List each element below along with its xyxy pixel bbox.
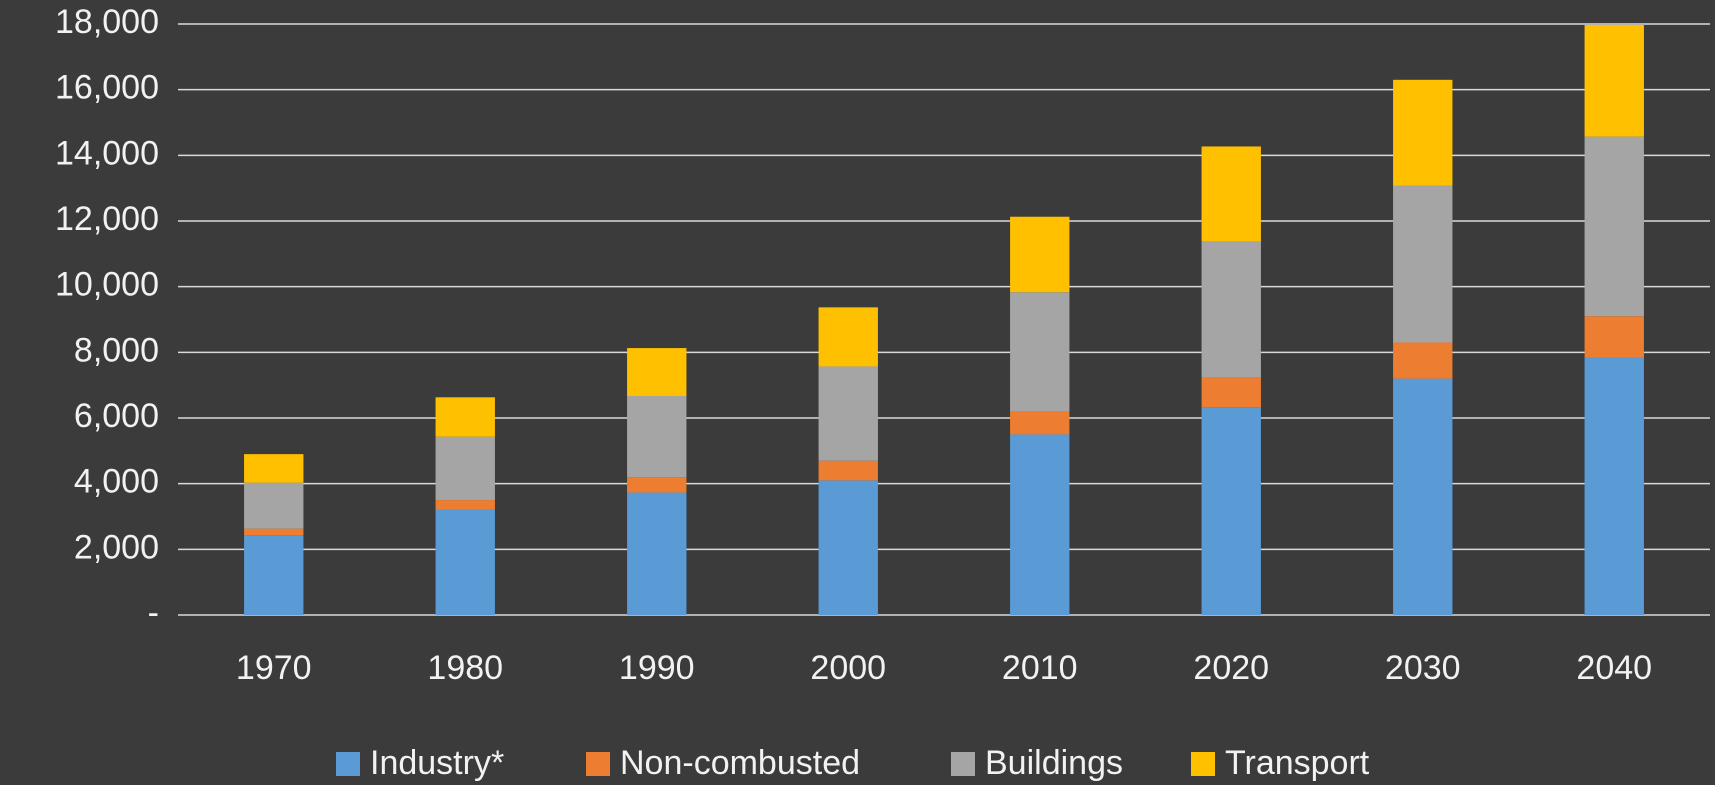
bar-segment [1010, 292, 1070, 412]
legend-swatch [586, 752, 610, 776]
bar-segment [435, 397, 495, 437]
bar-segment [244, 482, 304, 529]
y-tick-label: 10,000 [55, 266, 159, 304]
x-tick-label: 2040 [1576, 649, 1652, 687]
bar-segment [1201, 241, 1261, 378]
x-tick-label: 1980 [427, 649, 503, 687]
bar-segment [435, 509, 495, 615]
legend-label: Non-combusted [620, 744, 860, 782]
bar-segment [1393, 342, 1453, 379]
bar-segment [1201, 146, 1261, 242]
y-tick-label: 16,000 [55, 69, 159, 107]
bar-segment [818, 480, 878, 615]
bar-segment [1584, 24, 1644, 137]
bar-segment [627, 477, 687, 493]
bar-segment [1010, 216, 1070, 293]
y-tick-label: 4,000 [74, 463, 159, 501]
bar-segment [435, 500, 495, 510]
bar-segment [818, 366, 878, 461]
y-tick-label: 14,000 [55, 134, 159, 172]
x-tick-label: 2000 [810, 649, 886, 687]
legend-swatch [951, 752, 975, 776]
y-tick-label: - [148, 594, 159, 632]
x-tick-label: 1990 [619, 649, 695, 687]
bar-segment [1393, 185, 1453, 343]
bar-segment [1393, 378, 1453, 615]
bar-segment [1010, 434, 1070, 615]
bar-segment [627, 348, 687, 397]
bar-segment [1201, 377, 1261, 408]
y-tick-label: 12,000 [55, 200, 159, 238]
x-tick-label: 2030 [1385, 649, 1461, 687]
y-tick-label: 2,000 [74, 528, 159, 566]
bar-segment [818, 307, 878, 367]
x-tick-label: 2020 [1193, 649, 1269, 687]
y-tick-label: 6,000 [74, 397, 159, 435]
bar-segment [244, 535, 304, 615]
bar-segment [1584, 136, 1644, 317]
bar-segment [1584, 357, 1644, 615]
legend-swatch [1191, 752, 1215, 776]
bar-segment [627, 492, 687, 615]
x-tick-label: 1970 [236, 649, 312, 687]
bar-segment [1393, 79, 1453, 186]
bar-segment [1584, 316, 1644, 358]
legend-label: Transport [1225, 744, 1370, 782]
legend-label: Buildings [985, 744, 1123, 782]
x-tick-label: 2010 [1002, 649, 1078, 687]
bar-segment [818, 460, 878, 481]
bar-segment [627, 396, 687, 478]
bar-segment [1010, 411, 1070, 435]
bar-segment [435, 436, 495, 501]
bar-segment [244, 528, 304, 536]
legend-label: Industry* [370, 744, 504, 782]
bar-segment [244, 454, 304, 483]
bar-segment [1201, 407, 1261, 615]
y-tick-label: 18,000 [55, 3, 159, 41]
legend-swatch [336, 752, 360, 776]
y-tick-label: 8,000 [74, 331, 159, 369]
